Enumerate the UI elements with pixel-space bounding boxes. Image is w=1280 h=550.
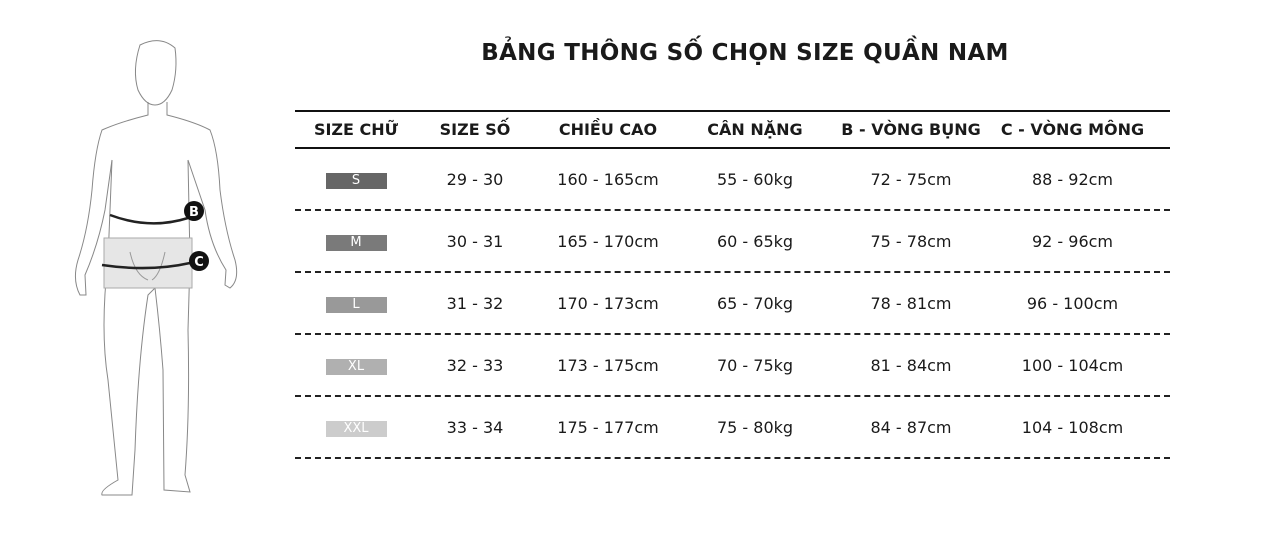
- weight-cell: 70 - 75kg: [716, 355, 794, 375]
- svg-text:C: C: [194, 255, 204, 270]
- waist-cell: 81 - 84cm: [870, 355, 952, 375]
- hip-cell: 104 - 108cm: [1021, 417, 1124, 437]
- page-title: BẢNG THÔNG SỐ CHỌN SIZE QUẦN NAM: [481, 40, 1009, 66]
- height-cell: 160 - 165cm: [557, 169, 659, 189]
- waist-cell: 75 - 78cm: [870, 231, 952, 251]
- hip-cell: 92 - 96cm: [1031, 231, 1114, 251]
- svg-text:B: B: [189, 205, 199, 220]
- hip-cell: 96 - 100cm: [1026, 293, 1119, 313]
- weight-cell: 65 - 70kg: [716, 293, 794, 313]
- waist-cell: 84 - 87cm: [870, 417, 952, 437]
- waist-cell: 78 - 81cm: [870, 293, 952, 313]
- size-table: SIZE CHỮ SIZE SỐ CHIỀU CAO CÂN NẶNG B - …: [295, 110, 1170, 459]
- size-badge: M: [325, 235, 387, 251]
- body-measurement-figure: B C: [74, 40, 238, 496]
- height-cell: 173 - 175cm: [557, 355, 659, 375]
- header-size-number: SIZE SỐ: [439, 120, 511, 139]
- hip-cell: 88 - 92cm: [1031, 169, 1114, 189]
- height-cell: 170 - 173cm: [557, 293, 659, 313]
- hip-cell: 100 - 104cm: [1021, 355, 1124, 375]
- size-badge: XXL: [325, 421, 387, 437]
- table-row: M 30 - 31 165 - 170cm 60 - 65kg 75 - 78cm 92 …: [295, 211, 1170, 273]
- table-header: SIZE CHỮ SIZE SỐ CHIỀU CAO CÂN NẶNG B - …: [295, 110, 1170, 149]
- size-letter-cell: XXL: [295, 417, 417, 437]
- header-weight: CÂN NẶNG: [707, 120, 803, 139]
- size-number-cell: 29 - 30: [446, 169, 504, 189]
- size-letter-cell: XL: [295, 355, 417, 375]
- header-hip: C - VÒNG MÔNG: [1000, 120, 1145, 139]
- underwear-region: [103, 237, 193, 289]
- weight-cell: 75 - 80kg: [716, 417, 794, 437]
- size-badge: XL: [325, 359, 387, 375]
- header-waist: B - VÒNG BỤNG: [841, 120, 981, 139]
- table-row: S 29 - 30 160 - 165cm 55 - 60kg 72 - 75cm 88 …: [295, 149, 1170, 211]
- size-badge: L: [325, 297, 387, 313]
- table-row: L 31 - 32 170 - 173cm 65 - 70kg 78 - 81cm 96 …: [295, 273, 1170, 335]
- weight-cell: 60 - 65kg: [716, 231, 794, 251]
- table-row: XXL 33 - 34 175 - 177cm 75 - 80kg 84 - 87cm 1…: [295, 397, 1170, 459]
- marker-c: C: [189, 251, 209, 271]
- size-letter-cell: S: [295, 169, 417, 189]
- height-cell: 165 - 170cm: [557, 231, 659, 251]
- size-number-cell: 31 - 32: [446, 293, 504, 313]
- size-letter-cell: L: [295, 293, 417, 313]
- hip-measure-line: [101, 261, 191, 270]
- height-cell: 175 - 177cm: [557, 417, 659, 437]
- weight-cell: 55 - 60kg: [716, 169, 794, 189]
- size-badge: S: [325, 173, 387, 189]
- marker-b: B: [184, 201, 204, 221]
- size-letter-cell: M: [295, 231, 417, 251]
- header-height: CHIỀU CAO: [558, 120, 658, 139]
- waist-cell: 72 - 75cm: [870, 169, 952, 189]
- header-size-letter: SIZE CHỮ: [313, 120, 399, 139]
- size-number-cell: 33 - 34: [446, 417, 504, 437]
- size-number-cell: 32 - 33: [446, 355, 504, 375]
- table-row: XL 32 - 33 173 - 175cm 70 - 75kg 81 - 84cm 10…: [295, 335, 1170, 397]
- waist-measure-line: [109, 213, 189, 225]
- size-number-cell: 30 - 31: [446, 231, 504, 251]
